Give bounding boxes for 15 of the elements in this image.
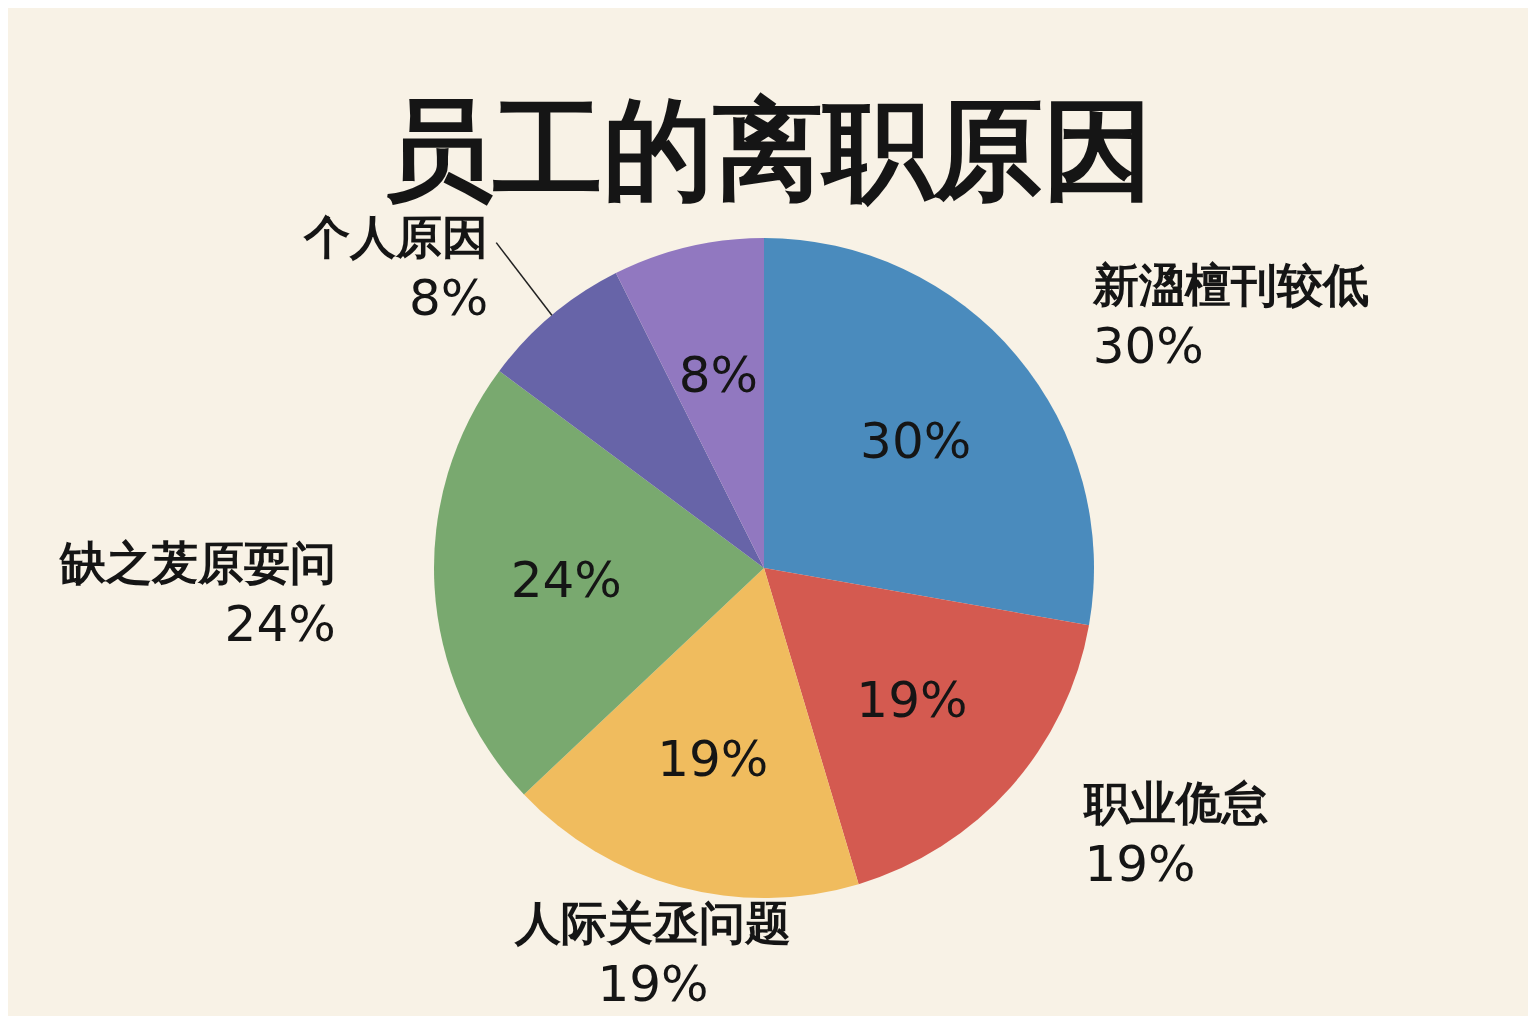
slice-label: 职业佹怠 [1082, 776, 1269, 831]
text: 8% [408, 268, 489, 327]
slice-label: 缺之茇原耍问 [58, 536, 336, 591]
pie-slice [764, 238, 1094, 626]
data-label: 30% [860, 411, 972, 470]
text: 19% [1084, 835, 1196, 894]
data-label: 19% [657, 730, 769, 789]
data-label: 8% [678, 346, 758, 405]
slice-label: 人际关丞问题 [513, 895, 791, 950]
text: 19% [597, 954, 709, 1013]
slice-label: 新溋檀刊较低 [1091, 258, 1369, 313]
text: 24% [224, 595, 336, 654]
data-label: 19% [856, 670, 968, 729]
data-label: 24% [510, 550, 622, 609]
text: 30% [1092, 317, 1204, 376]
